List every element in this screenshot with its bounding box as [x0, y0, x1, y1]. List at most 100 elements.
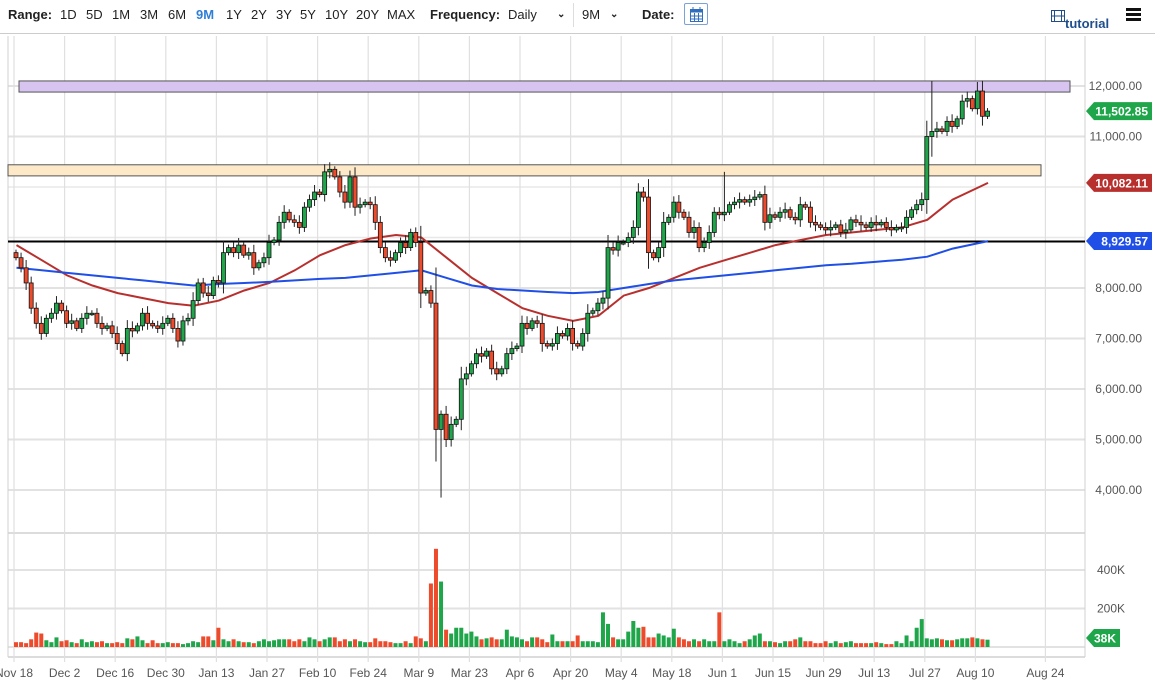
range-3y[interactable]: 3Y	[276, 7, 292, 22]
range-3m[interactable]: 3M	[140, 7, 159, 22]
candle	[342, 184, 348, 209]
candle-body	[94, 312, 100, 324]
volume-bar	[702, 639, 707, 647]
candle-body	[560, 333, 565, 337]
frequency-select[interactable]: Daily	[508, 7, 537, 22]
candle	[676, 195, 682, 219]
volume-bar	[813, 643, 818, 647]
candle-body	[934, 128, 940, 132]
tutorial-link[interactable]: tutorial	[1051, 9, 1109, 31]
volume-bar	[24, 643, 29, 647]
volume-bar	[363, 642, 368, 647]
volume-bar	[606, 623, 611, 647]
candle-body	[762, 194, 768, 223]
candle-body	[651, 252, 656, 259]
candle-body	[585, 312, 591, 334]
range-1m[interactable]: 1M	[112, 7, 131, 22]
volume-bar	[428, 583, 433, 647]
candle	[281, 205, 287, 229]
candle	[777, 207, 783, 222]
candle	[458, 366, 464, 431]
volume-bar	[889, 644, 894, 647]
candle-body	[883, 221, 889, 228]
volume-bar	[216, 627, 221, 647]
candle	[524, 316, 530, 335]
period-select[interactable]: 9M	[582, 7, 600, 22]
candle-body	[752, 196, 758, 201]
range-10y[interactable]: 10Y	[325, 7, 349, 22]
candle-body	[332, 168, 338, 178]
volume-bar	[353, 639, 358, 647]
date-tick-label: Jun 29	[806, 666, 842, 680]
candle	[838, 219, 844, 237]
chevron-down-icon[interactable]: ⌄	[557, 9, 566, 20]
volume-bar	[955, 639, 960, 647]
candle-body	[696, 226, 702, 248]
volume-bar	[206, 636, 211, 647]
candle	[716, 207, 722, 220]
candle	[818, 221, 823, 231]
range-2y[interactable]: 2Y	[251, 7, 267, 22]
date-picker-button[interactable]	[684, 3, 708, 25]
chevron-down-icon[interactable]: ⌄	[610, 9, 619, 20]
candle	[271, 236, 277, 246]
candle	[924, 120, 930, 214]
candle	[635, 183, 641, 236]
volume-bar	[560, 641, 565, 647]
volume-bar	[767, 641, 772, 647]
hamburger-menu-icon[interactable]	[1126, 8, 1141, 23]
candle-body	[848, 219, 854, 231]
range-6m[interactable]: 6M	[168, 7, 187, 22]
candle	[706, 225, 712, 249]
volume-bar	[985, 639, 990, 647]
candle-body	[38, 322, 44, 334]
volume-bar	[302, 641, 307, 647]
candle	[205, 285, 211, 302]
candle-body	[737, 199, 742, 203]
range-5d[interactable]: 5D	[86, 7, 103, 22]
volume-bar	[651, 637, 656, 647]
volume-bar	[793, 639, 798, 647]
zones	[7, 80, 1085, 243]
volume-bar	[828, 643, 833, 647]
candle	[200, 277, 206, 298]
candles	[13, 80, 990, 498]
volume-bar	[180, 644, 185, 647]
candle-body	[858, 221, 864, 226]
candle-body	[727, 204, 732, 213]
range-1y[interactable]: 1Y	[226, 7, 242, 22]
tutorial-label: tutorial	[1065, 16, 1110, 31]
candle	[985, 108, 990, 120]
volume-bar	[671, 628, 676, 647]
candle	[732, 197, 737, 210]
volume-bar	[165, 642, 170, 647]
range-20y[interactable]: 20Y	[356, 7, 380, 22]
candle-body	[509, 348, 515, 355]
candle-body	[246, 252, 252, 256]
candle-body	[398, 242, 403, 254]
candle-body	[195, 282, 201, 302]
range-max[interactable]: MAX	[387, 7, 416, 22]
range-9m[interactable]: 9M	[196, 7, 215, 22]
ma-red-badge-text: 10,082.11	[1095, 176, 1148, 190]
candle	[757, 191, 763, 200]
candle-body	[54, 302, 59, 314]
toolbar: Range: 1D 5D 1M 3M 6M 9M 1Y 2Y 3Y 5Y 10Y…	[0, 0, 1155, 31]
volume-bar	[843, 642, 848, 647]
range-5y[interactable]: 5Y	[300, 7, 316, 22]
last-price-badge-text: 11,502.85	[1095, 105, 1148, 119]
range-1d[interactable]: 1D	[60, 7, 77, 22]
candle	[474, 348, 479, 369]
date-tick-label: May 4	[605, 666, 638, 680]
candle	[873, 215, 879, 232]
candle	[610, 242, 616, 255]
volume-bar	[226, 641, 231, 647]
candle	[236, 238, 242, 260]
volume-bar	[641, 626, 646, 647]
candle	[165, 315, 171, 327]
volume-bar	[980, 639, 985, 647]
volume-bar	[499, 639, 504, 647]
volume-bar	[479, 639, 484, 647]
candle-body	[49, 312, 54, 319]
